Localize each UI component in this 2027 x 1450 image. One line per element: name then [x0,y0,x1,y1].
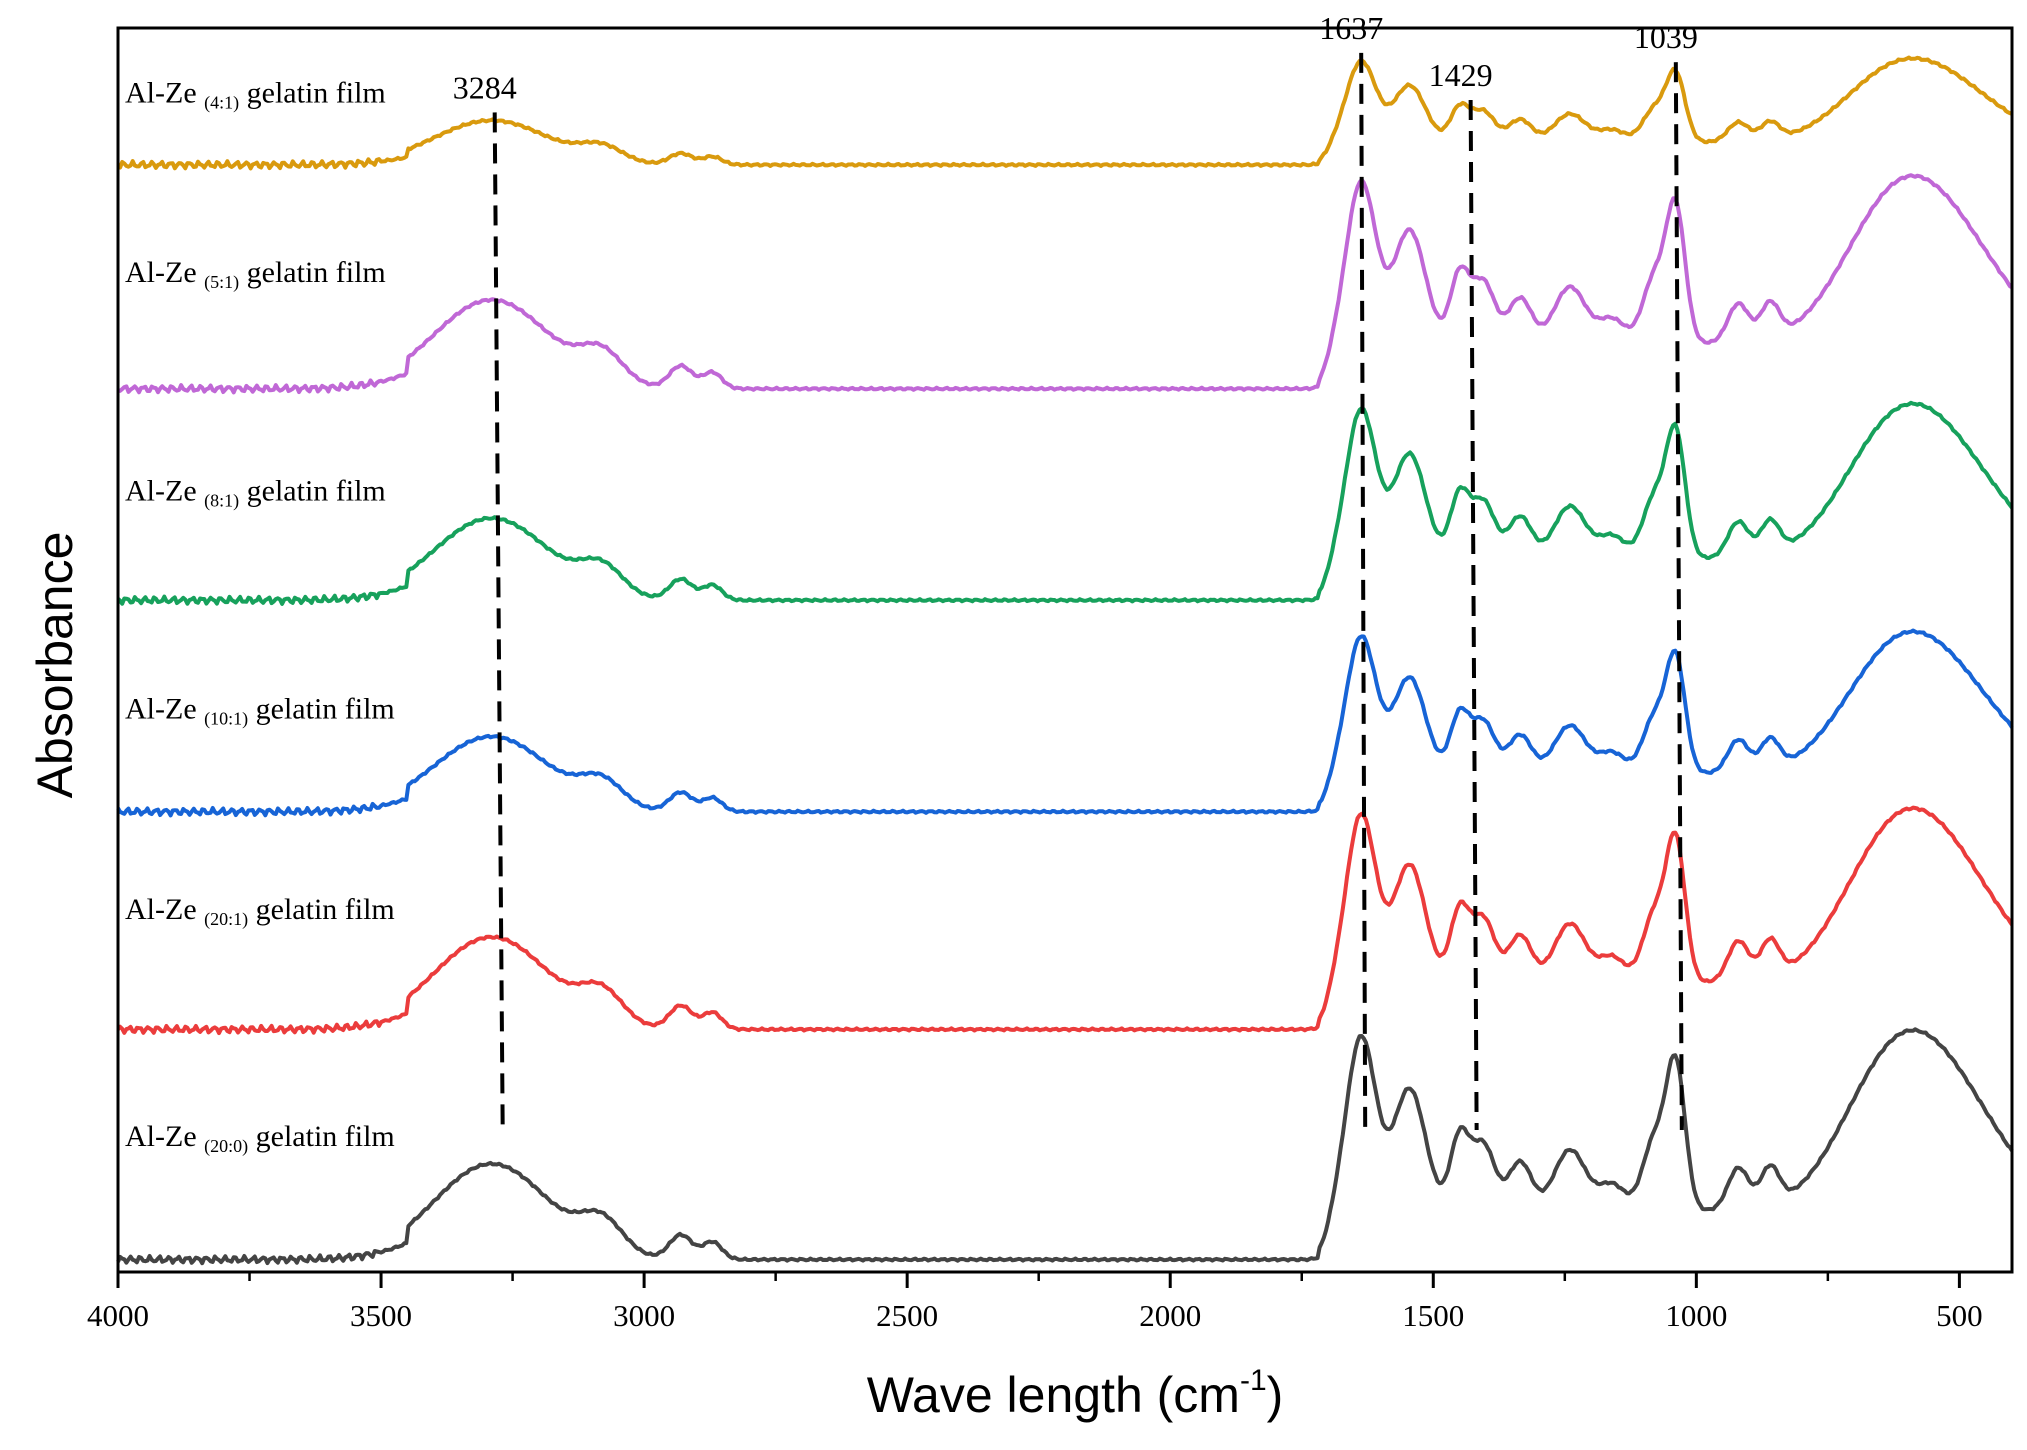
peak-line [1673,62,1684,1131]
peak-line [1468,100,1479,1131]
peak-label: 1429 [1429,57,1493,93]
x-tick-label: 1000 [1665,1298,1727,1333]
series-label: Al-Ze (8:1) gelatin film [125,474,386,511]
x-tick-label: 500 [1936,1298,1983,1333]
series-label-main: Al-Ze [125,76,204,109]
series-line [116,400,2014,606]
series-curves [116,55,2014,1266]
series-label-sub: (8:1) [204,490,239,511]
series-line [116,628,2014,818]
series-label-sub: (5:1) [204,272,239,293]
y-axis-title: Absorbance [27,532,83,799]
series-label-sub: (4:1) [204,92,239,113]
series-label-main: Al-Ze [125,893,204,926]
x-tick-label: 3000 [613,1298,675,1333]
plot-frame [116,26,2014,1274]
series-label-main: Al-Ze [125,256,204,289]
series-label-main: Al-Ze [125,474,204,507]
x-axis-title: Wave length (cm-1) [867,1364,1284,1423]
x-tick-label: 3500 [350,1298,412,1333]
series-label-tail: gelatin film [239,474,386,507]
x-axis: 4000 3500 3000 2500 2000 1500 1000 500 [87,1272,1983,1333]
peak-line [1359,52,1368,1131]
series-label: Al-Ze (4:1) gelatin film [125,76,386,113]
series-line [117,173,2013,395]
series-line [116,55,2013,171]
series-label-tail: gelatin film [248,693,395,726]
series-label: Al-Ze (10:1) gelatin film [125,693,395,730]
x-tick-label: 1500 [1402,1298,1464,1333]
series-label-main: Al-Ze [125,1120,204,1153]
x-tick-label: 2000 [1139,1298,1201,1333]
x-tick-label: 2500 [876,1298,938,1333]
series-label: Al-Ze (5:1) gelatin film [125,256,386,293]
x-axis-title-main: Wave length (cm [867,1367,1240,1423]
series-line [116,805,2014,1036]
x-tick-label: 4000 [87,1298,149,1333]
peak-label: 1039 [1634,19,1698,55]
series-line [116,1027,2014,1266]
series-label-sub: (10:1) [204,709,248,730]
series-label-main: Al-Ze [125,693,204,726]
series-label-tail: gelatin film [239,76,386,109]
series-label-tail: gelatin film [239,256,386,289]
series-label: Al-Ze (20:0) gelatin film [125,1120,395,1157]
x-axis-title-sup: -1 [1240,1364,1267,1397]
peak-label: 3284 [453,69,517,105]
series-label-tail: gelatin film [248,1120,395,1153]
series-label: Al-Ze (20:1) gelatin film [125,893,395,930]
x-axis-title-close: ) [1267,1367,1284,1423]
series-label-sub: (20:1) [204,909,248,930]
peak-line [492,112,505,1131]
series-label-tail: gelatin film [248,893,395,926]
series-label-sub: (20:0) [204,1136,248,1157]
